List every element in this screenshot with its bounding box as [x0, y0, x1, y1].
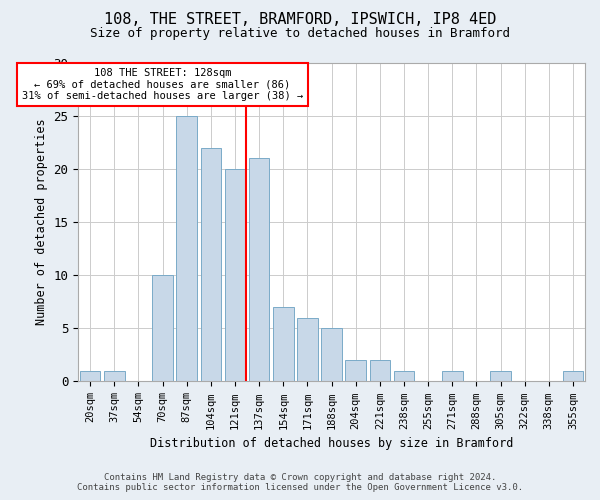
Y-axis label: Number of detached properties: Number of detached properties: [35, 118, 48, 326]
Text: 108, THE STREET, BRAMFORD, IPSWICH, IP8 4ED: 108, THE STREET, BRAMFORD, IPSWICH, IP8 …: [104, 12, 496, 28]
Bar: [152, 275, 173, 382]
Bar: [200, 148, 221, 382]
X-axis label: Distribution of detached houses by size in Bramford: Distribution of detached houses by size …: [150, 437, 513, 450]
Bar: [104, 371, 125, 382]
Bar: [490, 371, 511, 382]
Bar: [346, 360, 366, 382]
Bar: [80, 371, 100, 382]
Bar: [225, 169, 245, 382]
Bar: [176, 116, 197, 382]
Text: Contains HM Land Registry data © Crown copyright and database right 2024.
Contai: Contains HM Land Registry data © Crown c…: [77, 473, 523, 492]
Bar: [249, 158, 269, 382]
Bar: [563, 371, 583, 382]
Bar: [394, 371, 414, 382]
Text: Size of property relative to detached houses in Bramford: Size of property relative to detached ho…: [90, 28, 510, 40]
Bar: [442, 371, 463, 382]
Bar: [322, 328, 342, 382]
Bar: [273, 307, 293, 382]
Bar: [297, 318, 317, 382]
Bar: [370, 360, 390, 382]
Text: 108 THE STREET: 128sqm
← 69% of detached houses are smaller (86)
31% of semi-det: 108 THE STREET: 128sqm ← 69% of detached…: [22, 68, 303, 101]
